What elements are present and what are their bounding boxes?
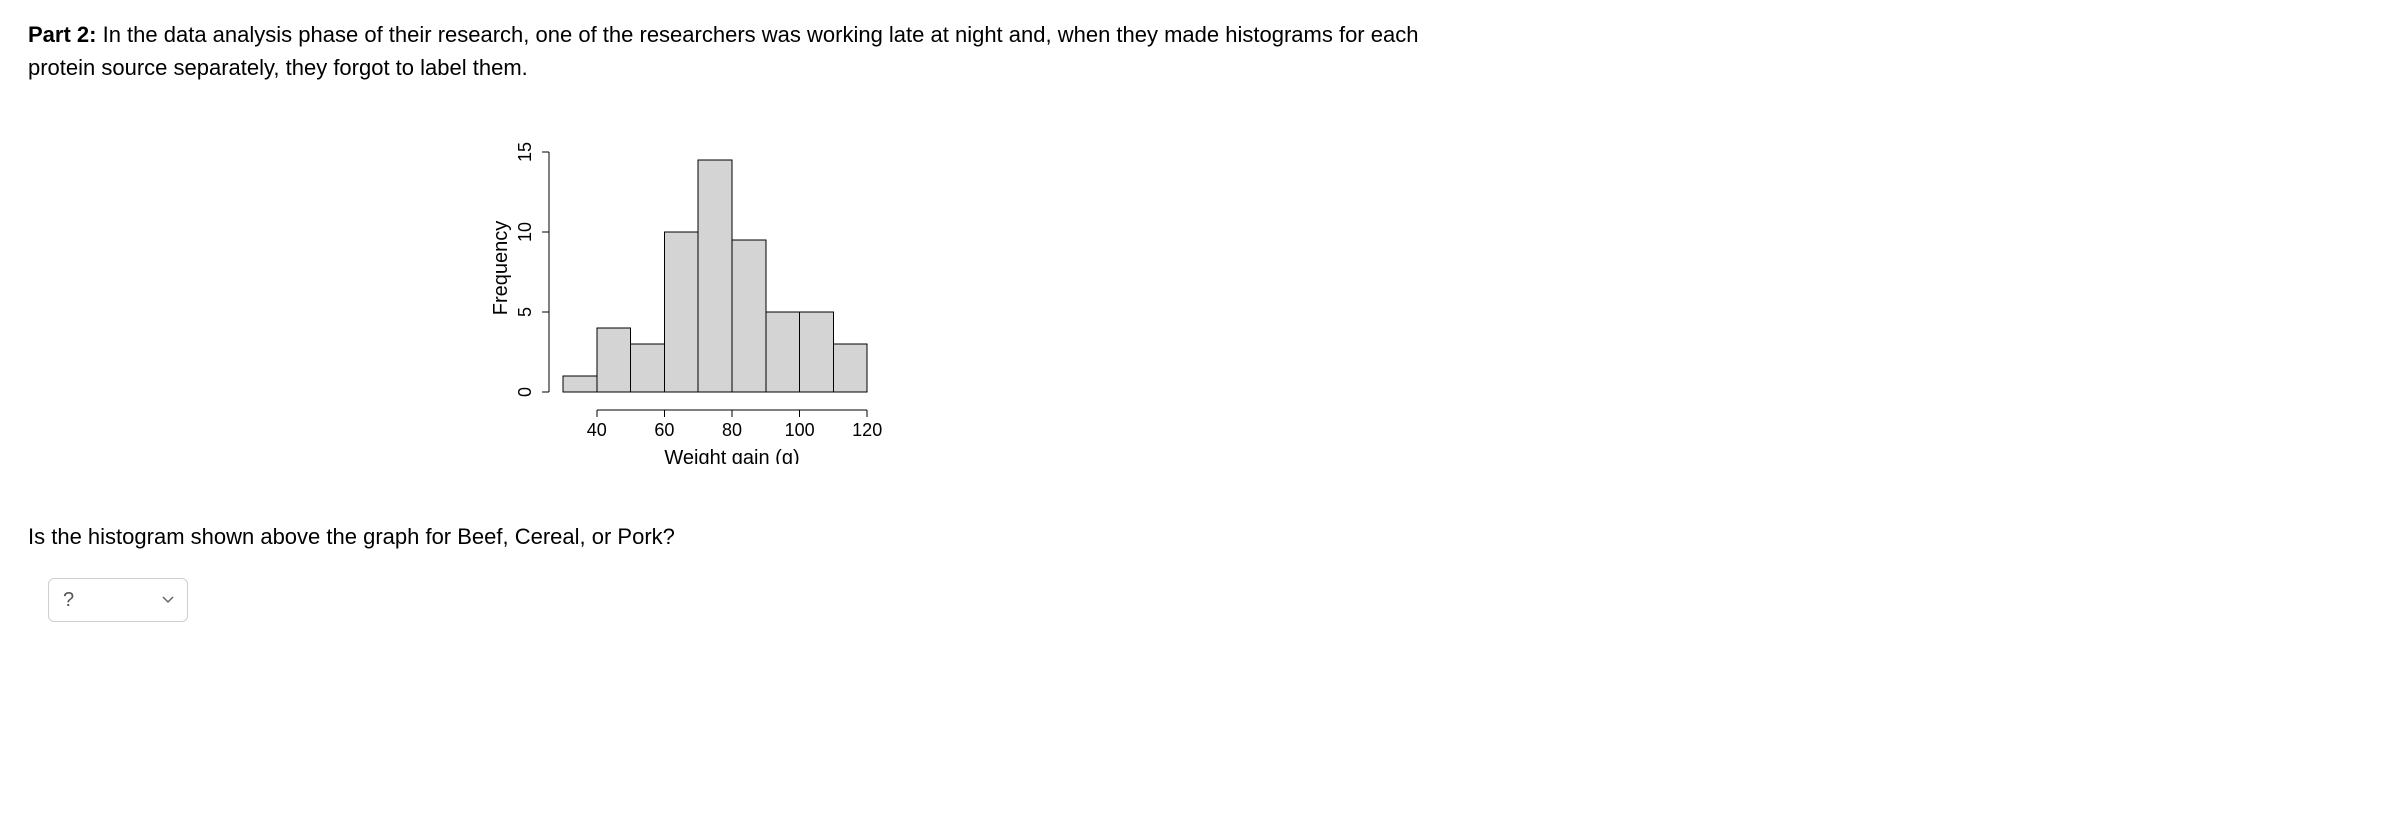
chart-container: 40 60 80 100 120 Weight gain (g) 0 5 10 15 Frequen…: [28, 134, 2358, 469]
intro-text: In the data analysis phase of their rese…: [28, 22, 1418, 80]
svg-text:15: 15: [515, 142, 535, 162]
question-text: Is the histogram shown above the graph f…: [28, 524, 2358, 550]
svg-text:120: 120: [852, 420, 882, 440]
svg-text:40: 40: [587, 420, 607, 440]
svg-text:60: 60: [654, 420, 674, 440]
svg-text:100: 100: [785, 420, 815, 440]
svg-text:5: 5: [515, 307, 535, 317]
svg-text:Frequency: Frequency: [490, 221, 512, 316]
answer-select-wrap[interactable]: ?BeefCerealPork: [48, 578, 188, 622]
answer-select[interactable]: ?BeefCerealPork: [48, 578, 188, 622]
svg-text:0: 0: [515, 387, 535, 397]
part-label: Part 2:: [28, 22, 96, 47]
histogram: 40 60 80 100 120 Weight gain (g) 0 5 10 15 Frequen…: [483, 134, 913, 464]
svg-text:80: 80: [722, 420, 742, 440]
svg-text:Weight gain (g): Weight gain (g): [664, 447, 799, 464]
svg-text:10: 10: [515, 222, 535, 242]
intro-paragraph: Part 2: In the data analysis phase of th…: [28, 18, 1478, 84]
